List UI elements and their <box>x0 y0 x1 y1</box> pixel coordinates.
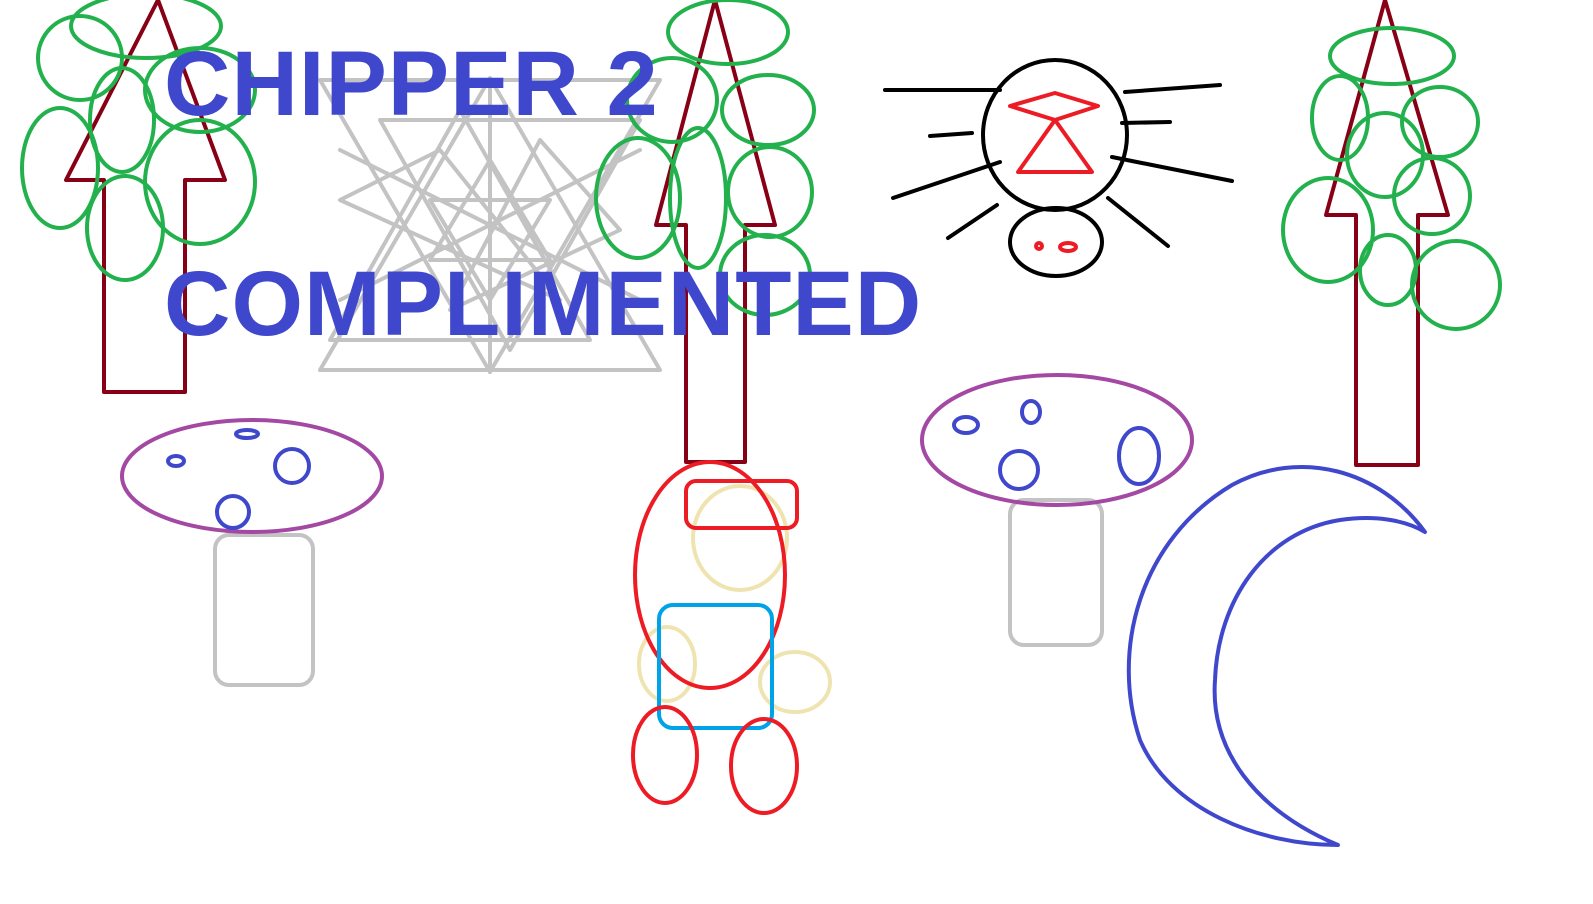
tree-foliage <box>20 0 257 282</box>
spider-sprite <box>883 58 1234 278</box>
tree-trunk <box>1324 0 1450 467</box>
tree-foliage <box>594 0 816 317</box>
mushroom-cap <box>920 373 1194 507</box>
mushroom-cap <box>120 418 384 534</box>
tree-right <box>1281 0 1502 467</box>
snowflake-sprite <box>318 76 662 374</box>
crescent-moon-sprite <box>1126 465 1427 847</box>
character-left-hand <box>637 625 697 703</box>
game-title-line-1: CHIPPER 2 <box>164 33 659 135</box>
spider-head <box>1008 206 1104 278</box>
chipper-character-sprite <box>631 460 832 815</box>
character-cap <box>684 479 799 530</box>
spider-hourglass-mark <box>1008 91 1100 174</box>
mushroom-stem <box>213 533 315 687</box>
mushroom-left <box>120 418 384 687</box>
character-right-hand <box>758 650 832 714</box>
spider-eyes <box>1034 241 1078 253</box>
mushroom-right <box>920 373 1194 647</box>
tree-foliage <box>1281 26 1502 331</box>
tree-left <box>20 0 257 394</box>
character-body-outline <box>633 460 787 690</box>
tree-trunk <box>64 0 227 394</box>
character-shirt <box>657 603 774 730</box>
character-left-foot <box>631 705 699 805</box>
spider-body <box>981 58 1129 212</box>
character-head-skin <box>691 484 789 592</box>
spider-legs <box>883 83 1234 248</box>
mushroom-spots <box>952 399 1161 491</box>
mushroom-spots <box>166 428 311 530</box>
character-right-foot <box>729 717 799 815</box>
mushroom-stem <box>1008 498 1104 647</box>
game-title-line-2: COMPLIMENTED <box>164 253 923 355</box>
